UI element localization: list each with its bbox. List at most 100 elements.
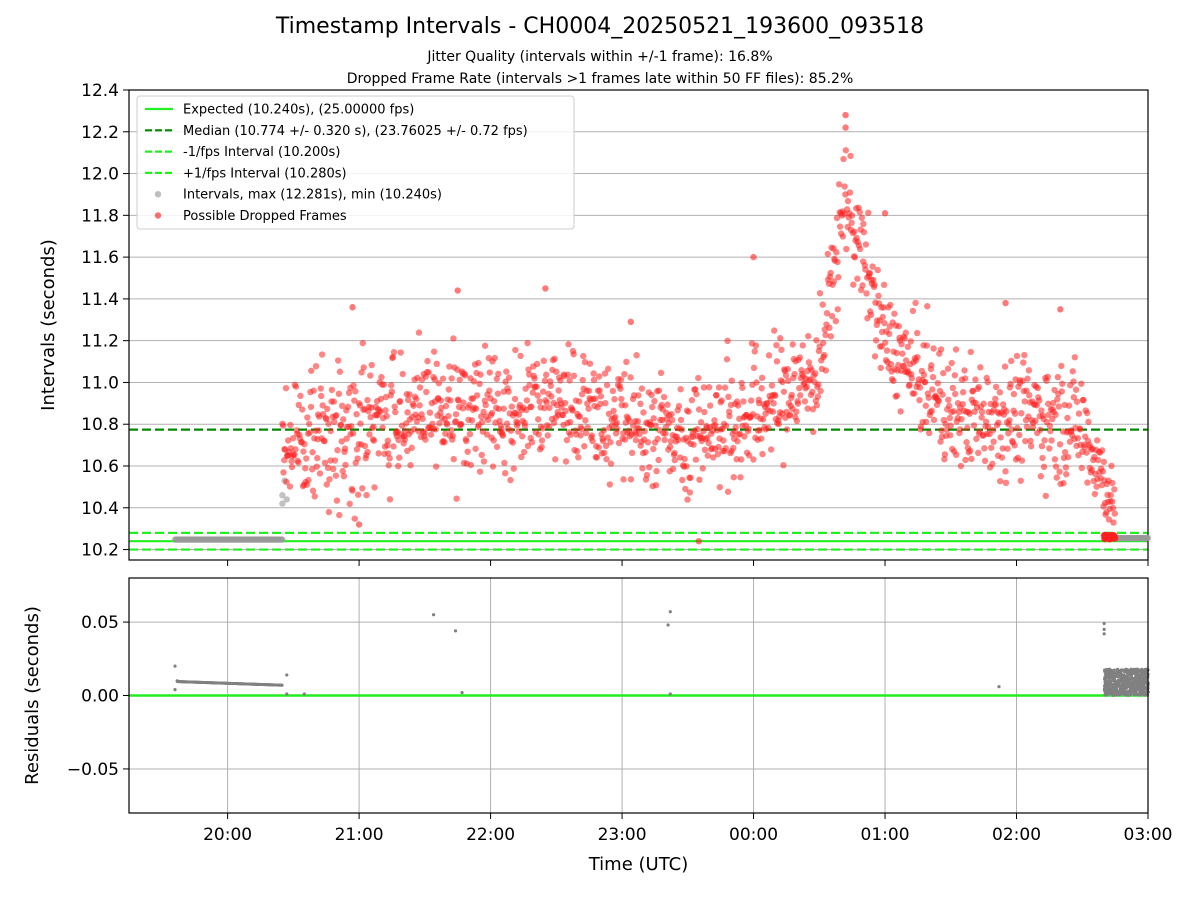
- dropped-frame-point: [355, 521, 363, 528]
- dropped-frame-point: [433, 360, 440, 368]
- top-y-tick-label: 10.2: [81, 541, 119, 561]
- dropped-frame-point: [354, 455, 361, 462]
- dropped-frame-point: [1052, 411, 1059, 419]
- dropped-frame-point: [957, 462, 965, 470]
- residual-point: [1110, 682, 1114, 686]
- dropped-frame-point: [575, 398, 583, 405]
- dropped-frame-point: [584, 424, 591, 431]
- x-tick-label: 22:00: [466, 825, 515, 845]
- dropped-frame-point: [880, 281, 888, 289]
- x-tick-label: 03:00: [1124, 825, 1173, 845]
- dropped-frame-point: [533, 383, 540, 390]
- residual-point: [1112, 668, 1116, 672]
- dropped-frame-point: [540, 357, 547, 365]
- dropped-frame-point: [590, 370, 597, 377]
- dropped-frame-point: [1003, 408, 1010, 415]
- dropped-frame-point: [509, 439, 516, 446]
- dropped-frame-point: [581, 443, 588, 450]
- dropped-frame-point: [448, 375, 455, 382]
- dropped-frame-point: [827, 333, 835, 340]
- dropped-frame-point: [728, 377, 735, 384]
- dropped-frame-point: [669, 416, 676, 424]
- dropped-frame-point: [507, 427, 515, 434]
- dropped-frame-point: [952, 346, 960, 353]
- dropped-frame-point: [366, 431, 373, 438]
- dropped-frame-point: [561, 399, 569, 407]
- dropped-frame-point: [858, 214, 866, 222]
- dropped-frame-point: [835, 274, 842, 281]
- dropped-frame-point: [526, 381, 533, 389]
- dropped-frame-point: [948, 359, 955, 367]
- dropped-frame-point: [946, 402, 953, 410]
- dropped-frame-point: [384, 437, 392, 444]
- dropped-frame-point: [906, 381, 913, 389]
- dropped-frame-point: [291, 451, 298, 459]
- dropped-frame-point: [1025, 367, 1033, 374]
- dropped-frame-point: [502, 469, 509, 477]
- dropped-frame-point: [531, 375, 538, 382]
- dropped-frame-point: [788, 391, 795, 399]
- dropped-frame-point: [437, 397, 445, 404]
- dropped-frame-point: [1045, 400, 1052, 407]
- bottom-y-tick-label: 0.00: [81, 687, 119, 707]
- dropped-frame-point: [570, 351, 577, 358]
- dropped-frame-point: [959, 400, 966, 408]
- dropped-frame-point: [450, 335, 457, 342]
- dropped-frame-point: [337, 421, 345, 429]
- dropped-frame-point: [1019, 377, 1026, 384]
- dropped-frame-point: [928, 362, 935, 369]
- residual-point: [1141, 689, 1145, 693]
- bottom-y-axis-label: Residuals (seconds): [22, 606, 43, 785]
- dropped-frame-point: [445, 412, 452, 420]
- dropped-frame-point: [425, 369, 432, 376]
- dropped-frame-point: [664, 401, 671, 408]
- dropped-frame-point: [1072, 386, 1080, 393]
- dropped-frame-point: [529, 389, 536, 396]
- dropped-frame-point: [780, 461, 787, 469]
- dropped-frame-point: [1006, 417, 1013, 424]
- dropped-frame-point: [302, 465, 309, 472]
- dropped-frame-point: [569, 407, 576, 414]
- dropped-frame-point: [886, 330, 893, 338]
- dropped-frame-point: [326, 476, 333, 483]
- dropped-frame-point: [297, 392, 304, 400]
- dropped-frame-point: [875, 292, 882, 299]
- dropped-frame-point: [693, 390, 700, 398]
- dropped-frame-point: [507, 476, 514, 484]
- dropped-frame-point: [488, 409, 496, 417]
- dropped-frame-point: [470, 378, 478, 385]
- dropped-frame-point: [750, 364, 758, 372]
- dropped-frame-point: [997, 434, 1004, 441]
- dropped-frame-point: [520, 448, 528, 456]
- dropped-frame-point: [447, 397, 454, 404]
- dropped-frame-point: [454, 287, 461, 294]
- dropped-frame-point: [949, 384, 957, 392]
- top-y-tick-label: 11.6: [81, 248, 119, 268]
- dropped-frame-point: [303, 455, 310, 462]
- dropped-frame-point: [881, 319, 888, 327]
- dropped-frame-point: [371, 484, 378, 491]
- dropped-frame-point: [550, 419, 558, 427]
- dropped-frame-point: [1017, 477, 1024, 484]
- dropped-frame-point: [448, 426, 455, 434]
- dropped-frame-point: [450, 455, 457, 463]
- residual-point: [432, 613, 436, 617]
- dropped-frame-point: [750, 456, 757, 463]
- dropped-frame-point: [312, 362, 320, 370]
- dropped-frame-point: [796, 384, 803, 392]
- dropped-frame-point: [805, 359, 813, 366]
- dropped-frame-point: [716, 483, 724, 491]
- dropped-frame-point: [607, 460, 615, 467]
- dropped-frame-point: [1073, 398, 1081, 405]
- dropped-frame-point: [711, 417, 718, 424]
- dropped-frame-point: [813, 402, 821, 409]
- dropped-frame-point: [318, 392, 325, 400]
- dropped-frame-point: [525, 366, 532, 373]
- dropped-frame-point: [740, 398, 747, 405]
- dropped-frame-point: [757, 435, 765, 442]
- dropped-frame-point: [1070, 394, 1078, 401]
- dropped-frame-point: [984, 423, 992, 431]
- dropped-frame-point: [909, 307, 917, 315]
- dropped-frame-point: [668, 410, 675, 418]
- dropped-frame-point: [833, 214, 841, 222]
